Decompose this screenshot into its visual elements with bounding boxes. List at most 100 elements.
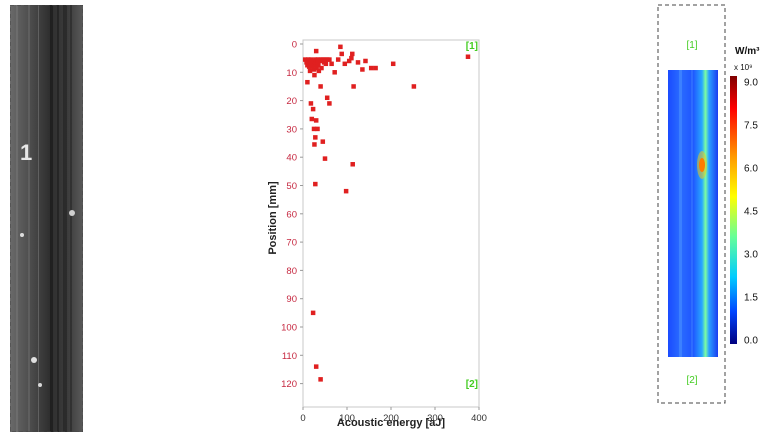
colorbar-unit: W/m³: [735, 46, 760, 57]
x-tick-label: 300: [427, 413, 443, 424]
data-point: [308, 57, 314, 62]
data-point: [314, 65, 319, 71]
data-point: [309, 116, 315, 122]
data-point: [327, 57, 332, 62]
colorbar-tick-label: 3.0: [744, 250, 758, 261]
data-point: [312, 60, 318, 65]
y-tick-label: 70: [286, 238, 297, 249]
data-point: [465, 54, 471, 59]
colorbar-tick-label: 6.0: [744, 164, 758, 175]
data-point: [322, 156, 328, 161]
x-tick-label: 100: [339, 413, 355, 424]
data-point: [329, 61, 334, 67]
data-point: [307, 68, 313, 74]
data-point: [311, 67, 317, 72]
corner-label-top: [1]: [466, 41, 478, 52]
y-tick-label: 10: [286, 68, 297, 79]
data-point: [324, 95, 330, 101]
data-point: [316, 62, 321, 68]
y-axis: 0 10 20 30 40 50 60 70 80 90 100 110 120: [281, 40, 303, 390]
specimen-photo: 1: [9, 4, 84, 433]
y-tick-label: 50: [286, 181, 297, 192]
colorbar-multiplier: x 10⁹: [734, 63, 753, 72]
data-point: [310, 106, 316, 112]
data-point: [323, 61, 329, 67]
data-point: [313, 181, 318, 187]
photo-marker-label: 1: [20, 140, 32, 165]
data-point: [306, 64, 312, 69]
colorbar: [730, 76, 737, 344]
data-point: [327, 101, 332, 106]
data-point: [313, 57, 318, 62]
data-point: [338, 44, 343, 50]
data-point: [313, 118, 319, 123]
data-point: [346, 58, 352, 64]
data-point: [309, 64, 315, 69]
data-point: [332, 70, 337, 75]
data-point: [310, 310, 316, 316]
y-tick-label: 110: [282, 351, 297, 362]
colorbar-tick-label: 4.5: [744, 207, 758, 218]
y-tick-label: 60: [286, 209, 297, 220]
data-point: [313, 135, 318, 140]
data-point: [304, 60, 309, 65]
heat-map-top-label: [1]: [686, 40, 697, 51]
data-point: [313, 364, 319, 369]
data-point: [306, 57, 311, 62]
data-point: [335, 57, 341, 62]
acoustic-energy-chart: 0 10 20 30 40 50 60 70 80 90 100 110 120 0 100 200 300 4…: [262, 28, 492, 432]
x-axis: 0 100 200 300 400: [300, 407, 487, 424]
data-point: [320, 139, 326, 144]
colorbar-tick-label: 7.5: [744, 121, 758, 132]
plot-area: [302, 39, 480, 408]
data-point: [318, 84, 323, 89]
x-tick-label: 400: [471, 413, 487, 424]
y-tick-label: 80: [286, 266, 297, 277]
scatter-points: [302, 44, 471, 382]
y-tick-label: 20: [286, 96, 297, 107]
data-point: [302, 57, 308, 62]
y-tick-label: 30: [286, 124, 297, 135]
corner-label-bottom: [2]: [466, 379, 478, 390]
data-point: [319, 65, 324, 71]
data-point: [350, 162, 355, 167]
data-point: [311, 126, 317, 132]
data-point: [315, 126, 320, 132]
data-point: [363, 58, 368, 64]
data-point: [355, 60, 361, 65]
heat-map-frame: [657, 4, 726, 404]
data-point: [312, 142, 317, 147]
y-axis-title: Position [mm]: [267, 181, 279, 255]
colorbar-tick-label: 0.0: [744, 336, 758, 347]
data-point: [349, 55, 354, 61]
data-point: [343, 188, 349, 194]
heat-map-panel: [1] [2] W/m³ x 10⁹ 9.0 7.5 6.0 4.5 3.0 1.5 0.0: [655, 4, 762, 406]
data-point: [339, 51, 344, 57]
x-tick-label: 0: [300, 413, 305, 424]
data-point: [351, 84, 356, 89]
data-point: [308, 101, 314, 106]
colorbar-tick-label: 9.0: [744, 78, 758, 89]
colorbar-tick-label: 1.5: [744, 293, 758, 304]
data-point: [350, 51, 355, 57]
data-point: [316, 68, 322, 74]
data-point: [360, 67, 365, 72]
data-point: [313, 48, 319, 54]
y-tick-label: 120: [281, 379, 297, 390]
colorbar-ticks: 9.0 7.5 6.0 4.5 3.0 1.5 0.0: [744, 78, 758, 347]
data-point: [312, 72, 317, 78]
data-point: [373, 65, 378, 71]
y-tick-label: 90: [286, 294, 297, 305]
data-point: [305, 79, 310, 85]
data-point: [390, 61, 396, 67]
data-point: [411, 84, 417, 89]
y-tick-label: 40: [286, 153, 297, 164]
data-point: [342, 61, 348, 67]
y-tick-label: 0: [292, 40, 297, 51]
y-tick-label: 100: [281, 323, 297, 334]
data-point: [368, 65, 374, 71]
data-point: [313, 62, 319, 68]
x-tick-label: 200: [383, 413, 399, 424]
heat-map-bottom-label: [2]: [686, 375, 697, 386]
data-point: [318, 377, 323, 382]
